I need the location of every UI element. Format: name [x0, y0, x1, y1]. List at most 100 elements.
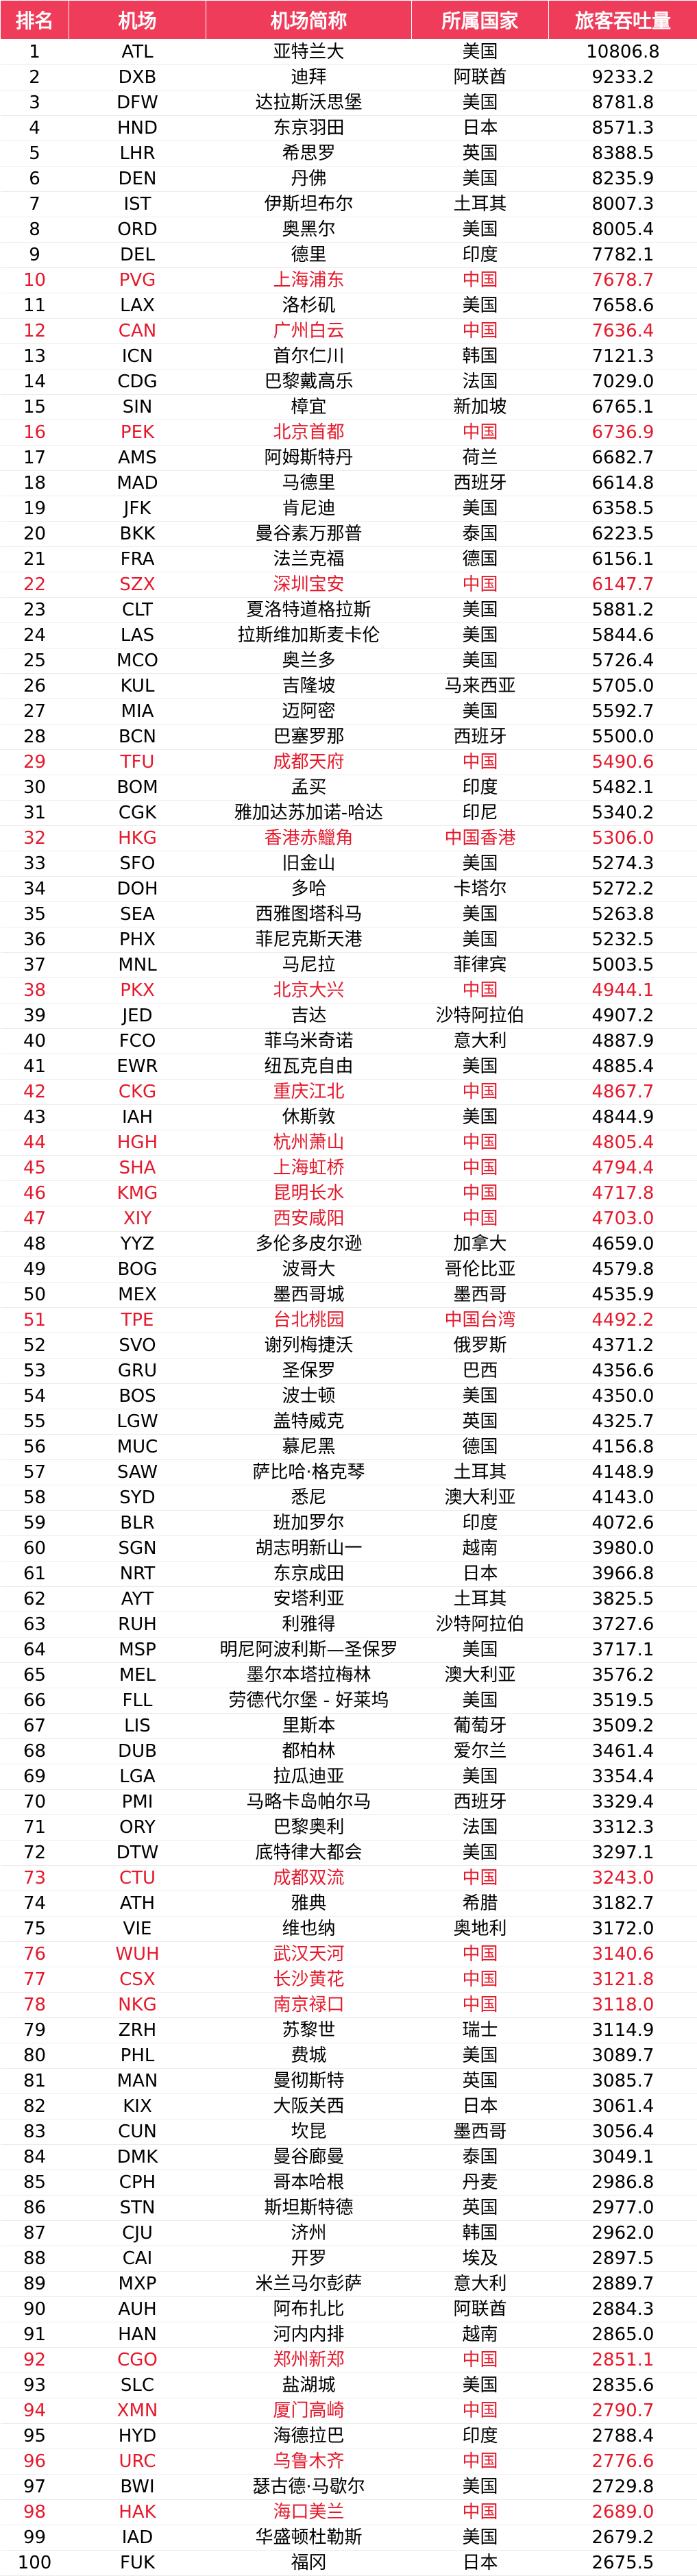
rank-cell: 58 — [1, 1485, 69, 1511]
rank-cell: 87 — [1, 2221, 69, 2246]
traffic-cell: 3121.8 — [549, 1967, 697, 1993]
name-cell: 迪拜 — [206, 65, 412, 90]
country-cell: 美国 — [412, 293, 549, 319]
country-cell: 中国香港 — [412, 826, 549, 851]
code-cell: CAN — [69, 319, 206, 344]
rank-cell: 75 — [1, 1917, 69, 1942]
traffic-cell: 3825.5 — [549, 1587, 697, 1612]
rank-cell: 78 — [1, 1993, 69, 2018]
traffic-cell: 3980.0 — [549, 1536, 697, 1562]
name-cell: 肯尼迪 — [206, 496, 412, 522]
header-row: 排名 机场 机场简称 所属国家 旅客吞吐量 — [1, 1, 697, 40]
traffic-cell: 5003.5 — [549, 953, 697, 978]
name-cell: 斯坦斯特德 — [206, 2196, 412, 2221]
rank-cell: 44 — [1, 1130, 69, 1156]
traffic-cell: 4535.9 — [549, 1283, 697, 1308]
name-cell: 法兰克福 — [206, 547, 412, 572]
rank-cell: 56 — [1, 1435, 69, 1460]
traffic-cell: 3089.7 — [549, 2043, 697, 2069]
name-cell: 拉瓜迪亚 — [206, 1764, 412, 1790]
country-cell: 法国 — [412, 369, 549, 395]
rank-cell: 42 — [1, 1080, 69, 1105]
name-cell: 劳德代尔堡 - 好莱坞 — [206, 1688, 412, 1714]
traffic-cell: 2675.5 — [549, 2551, 697, 2576]
rank-cell: 61 — [1, 1562, 69, 1587]
code-cell: SHA — [69, 1156, 206, 1181]
name-cell: 希思罗 — [206, 141, 412, 167]
traffic-cell: 4492.2 — [549, 1308, 697, 1333]
traffic-cell: 4325.7 — [549, 1409, 697, 1435]
name-cell: 武汉天河 — [206, 1942, 412, 1967]
country-cell: 俄罗斯 — [412, 1333, 549, 1359]
code-cell: SVO — [69, 1333, 206, 1359]
code-cell: CAI — [69, 2246, 206, 2272]
rank-cell: 11 — [1, 293, 69, 319]
country-cell: 日本 — [412, 2094, 549, 2119]
code-cell: BOS — [69, 1384, 206, 1409]
name-cell: 德里 — [206, 243, 412, 268]
rank-cell: 33 — [1, 851, 69, 877]
traffic-cell: 4794.4 — [549, 1156, 697, 1181]
header-rank: 排名 — [1, 1, 69, 40]
rank-cell: 15 — [1, 395, 69, 420]
code-cell: VIE — [69, 1917, 206, 1942]
country-cell: 印度 — [412, 2424, 549, 2449]
country-cell: 西班牙 — [412, 725, 549, 750]
country-cell: 卡塔尔 — [412, 877, 549, 902]
traffic-cell: 7782.1 — [549, 243, 697, 268]
traffic-cell: 4887.9 — [549, 1029, 697, 1054]
code-cell: PMI — [69, 1790, 206, 1815]
name-cell: 曼彻斯特 — [206, 2069, 412, 2094]
country-cell: 埃及 — [412, 2246, 549, 2272]
traffic-cell: 9233.2 — [549, 65, 697, 90]
traffic-cell: 6614.8 — [549, 471, 697, 496]
country-cell: 土耳其 — [412, 1460, 549, 1485]
name-cell: 马尼拉 — [206, 953, 412, 978]
code-cell: BLR — [69, 1511, 206, 1536]
traffic-cell: 2986.8 — [549, 2170, 697, 2196]
country-cell: 美国 — [412, 90, 549, 116]
rank-cell: 60 — [1, 1536, 69, 1562]
traffic-cell: 3727.6 — [549, 1612, 697, 1638]
code-cell: EWR — [69, 1054, 206, 1080]
name-cell: 重庆江北 — [206, 1080, 412, 1105]
rank-cell: 57 — [1, 1460, 69, 1485]
rank-cell: 37 — [1, 953, 69, 978]
country-cell: 美国 — [412, 1840, 549, 1866]
code-cell: CKG — [69, 1080, 206, 1105]
name-cell: 成都天府 — [206, 750, 412, 775]
name-cell: 安塔利亚 — [206, 1587, 412, 1612]
rank-cell: 89 — [1, 2272, 69, 2297]
code-cell: CGO — [69, 2348, 206, 2373]
rank-cell: 90 — [1, 2297, 69, 2322]
traffic-cell: 5881.2 — [549, 598, 697, 623]
code-cell: DEN — [69, 167, 206, 192]
traffic-cell: 7678.7 — [549, 268, 697, 293]
code-cell: ORD — [69, 217, 206, 243]
country-cell: 美国 — [412, 851, 549, 877]
traffic-cell: 3085.7 — [549, 2069, 697, 2094]
rank-cell: 62 — [1, 1587, 69, 1612]
country-cell: 德国 — [412, 547, 549, 572]
code-cell: BOM — [69, 775, 206, 801]
name-cell: 开罗 — [206, 2246, 412, 2272]
country-cell: 土耳其 — [412, 192, 549, 217]
